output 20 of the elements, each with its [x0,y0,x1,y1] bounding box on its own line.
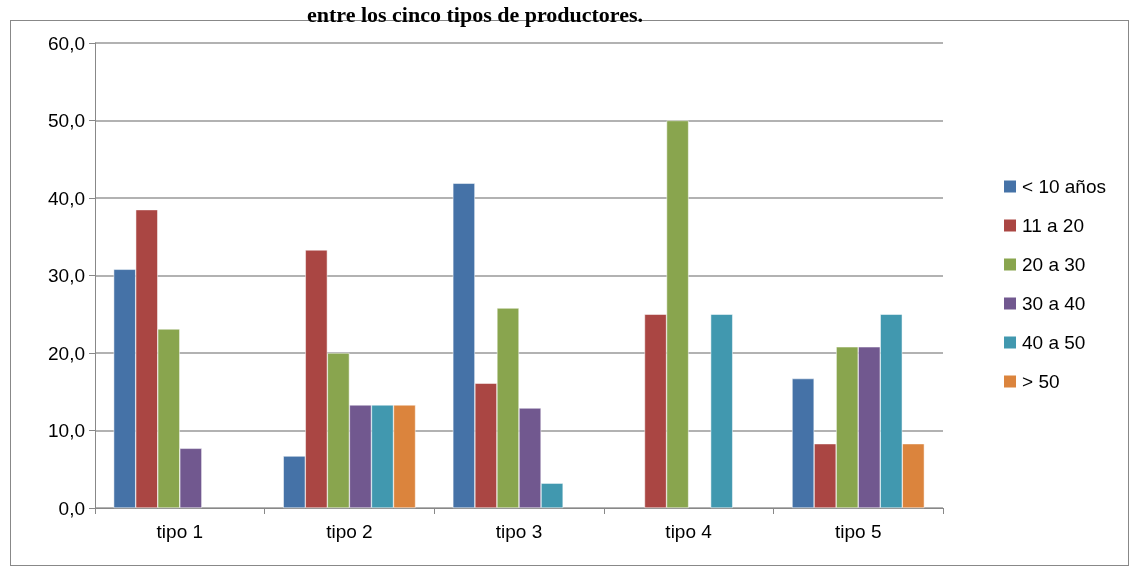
x-tick-label: tipo 1 [156,521,204,542]
y-tick-label: 0,0 [58,497,85,519]
y-tick-label: 20,0 [48,342,85,364]
legend-label: 11 a 20 [1022,215,1084,236]
y-tick-label: 10,0 [48,420,85,441]
bar [710,314,733,508]
y-tick-label: 50,0 [48,110,85,131]
chart-title: entre los cinco tipos de productores. [306,1,644,27]
x-tick-label: tipo 2 [326,521,373,542]
y-tick-label: 30,0 [48,265,85,286]
y-tick-label: 60,0 [48,32,85,54]
legend-label: < 10 años [1022,176,1107,197]
legend-label: > 50 [1022,371,1060,392]
legend-label: 40 a 50 [1022,332,1086,353]
legend-label: 20 a 30 [1022,254,1086,275]
x-tick-label: tipo 4 [665,521,713,542]
y-tick-label: 40,0 [48,187,85,209]
x-tick-label: tipo 5 [834,521,882,542]
legend-label: 30 a 40 [1022,293,1086,314]
x-tick-label: tipo 3 [495,521,543,542]
